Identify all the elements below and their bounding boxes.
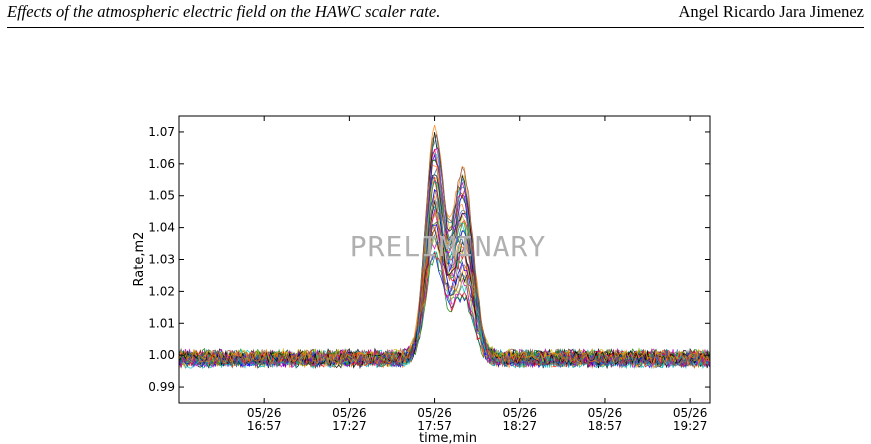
x-tick-date-label: 05/26: [502, 406, 537, 420]
rate-series-line: [179, 250, 710, 366]
x-axis-label: time,min: [419, 431, 477, 444]
x-tick-date-label: 05/26: [332, 406, 367, 420]
x-tick-time-label: 16:57: [247, 419, 282, 433]
x-tick-date-label: 05/26: [588, 406, 623, 420]
y-tick-label: 0.99: [148, 380, 175, 394]
x-tick-time-label: 19:27: [673, 419, 708, 433]
y-tick-label: 1.02: [148, 284, 175, 298]
y-tick-label: 1.04: [148, 221, 175, 235]
x-tick-time-label: 18:57: [588, 419, 623, 433]
y-tick-label: 1.07: [148, 125, 175, 139]
paper-title: Effects of the atmospheric electric fiel…: [7, 2, 441, 21]
page-header: Effects of the atmospheric electric fiel…: [7, 0, 864, 28]
author-name: Angel Ricardo Jara Jimenez: [678, 2, 864, 21]
y-axis-label: Rate,m2: [132, 232, 147, 287]
y-tick-label: 1.00: [148, 348, 175, 362]
x-tick-time-label: 18:27: [502, 419, 537, 433]
x-tick-time-label: 17:57: [417, 419, 452, 433]
series-layer: [179, 125, 710, 370]
preliminary-watermark: PRELIMINARY: [350, 230, 546, 263]
y-tick-label: 1.05: [148, 189, 175, 203]
rate-series-line: [179, 250, 710, 366]
x-tick-date-label: 05/26: [247, 406, 282, 420]
y-tick-label: 1.01: [148, 316, 175, 330]
x-tick-time-label: 17:27: [332, 419, 367, 433]
rate-series-line: [179, 251, 710, 368]
rate-series-line: [179, 251, 710, 368]
y-tick-label: 1.06: [148, 157, 175, 171]
y-tick-label: 1.03: [148, 253, 175, 267]
x-axis-ticks: 05/2616:5705/2617:2705/2617:5705/2618:27…: [247, 116, 708, 433]
y-axis-ticks: 0.99 1.00 1.01 1.02 1.03 1.04 1.05 1.06 1.07: [148, 125, 710, 394]
rate-series-line: [179, 134, 710, 369]
x-tick-date-label: 05/26: [673, 406, 708, 420]
x-tick-date-label: 05/26: [417, 406, 452, 420]
